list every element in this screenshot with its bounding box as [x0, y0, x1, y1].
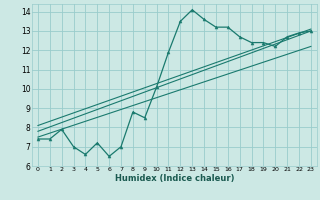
X-axis label: Humidex (Indice chaleur): Humidex (Indice chaleur)	[115, 174, 234, 183]
